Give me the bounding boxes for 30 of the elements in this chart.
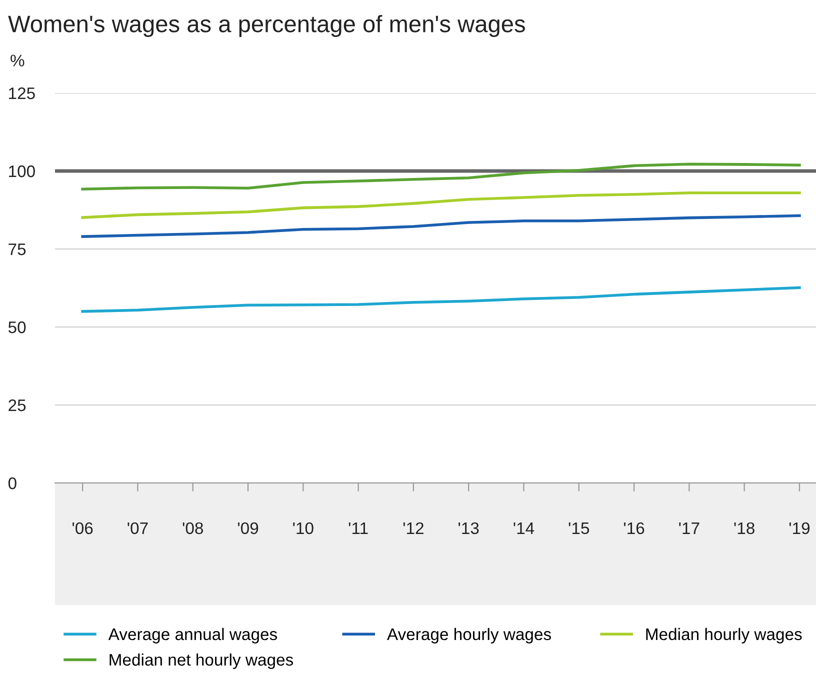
y-tick-label: 125 <box>9 87 35 100</box>
x-tick-label: '12 <box>403 522 424 534</box>
x-tick-label: '19 <box>789 522 810 534</box>
y-axis-title: % <box>10 54 24 66</box>
x-tick-label: '13 <box>458 522 479 534</box>
y-tick-label: 50 <box>8 321 26 334</box>
x-tick-label: '14 <box>514 522 534 534</box>
line-series <box>81 286 801 313</box>
x-tick-label: '09 <box>238 522 258 534</box>
line-series <box>81 214 801 238</box>
legend-label: Median hourly wages <box>646 628 802 644</box>
x-tick-label: '11 <box>348 522 368 534</box>
legend-label: Average annual wages <box>108 628 278 644</box>
chart-title: Women's wages as a percentage of men's wages <box>8 15 525 38</box>
x-tick-label: '17 <box>679 522 700 534</box>
y-tick-label: 75 <box>8 244 26 256</box>
line-series <box>81 162 801 190</box>
y-tick-label: 25 <box>8 399 26 412</box>
x-tick-label: '16 <box>624 522 644 534</box>
x-tick-label: '08 <box>182 522 203 534</box>
y-tick-label: 100 <box>9 165 35 178</box>
x-tick-label: '15 <box>568 522 590 534</box>
x-tick-label: '07 <box>128 522 148 534</box>
legend-label: Median net hourly wages <box>110 653 294 669</box>
y-tick-label: 0 <box>8 477 16 490</box>
x-tick-label: '18 <box>734 522 754 534</box>
legend-label: Average hourly wages <box>386 628 551 644</box>
x-tick-label: '06 <box>72 522 93 534</box>
x-tick-label: '10 <box>293 522 314 534</box>
line-series <box>81 191 801 219</box>
